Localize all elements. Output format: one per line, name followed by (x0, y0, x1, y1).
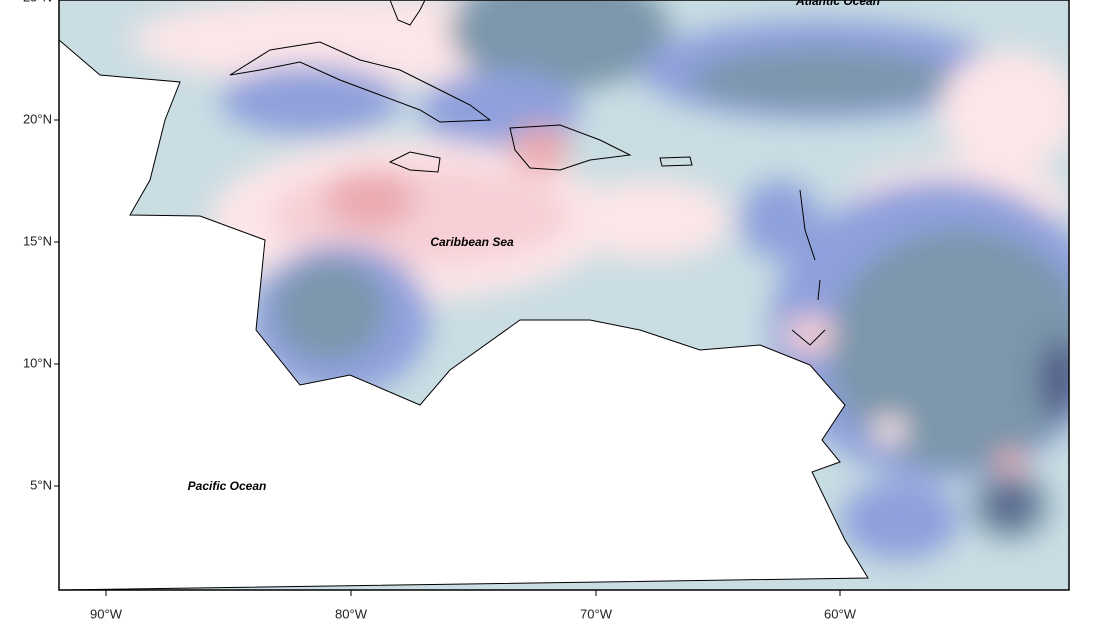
lat-label: 20°N (23, 111, 52, 126)
graticule-ticks: 25°N 20°N 15°N 10°N 5°N 90°W 80°W 70°W 60°W (23, 0, 857, 621)
lon-label: 70°W (580, 606, 613, 621)
field (59, 0, 1069, 590)
place-label: Pacific Ocean (188, 479, 267, 493)
lat-label: 15°N (23, 233, 52, 248)
lon-label: 80°W (335, 606, 368, 621)
lesser-antilles (791, 189, 826, 346)
jamaica (388, 151, 441, 173)
lon-label: 90°W (90, 606, 123, 621)
lat-label: 10°N (23, 355, 52, 370)
florida (389, 0, 426, 26)
land (59, 39, 869, 590)
place-label: Atlantic Ocean (795, 0, 880, 8)
place-label: Caribbean Sea (430, 235, 514, 249)
lon-label: 60°W (824, 606, 857, 621)
lat-label: 25°N (23, 0, 52, 4)
puerto-rico (659, 156, 693, 167)
frame (58, 0, 1070, 591)
cuba (229, 41, 492, 123)
hispaniola (509, 124, 632, 171)
lat-label: 5°N (30, 477, 52, 492)
